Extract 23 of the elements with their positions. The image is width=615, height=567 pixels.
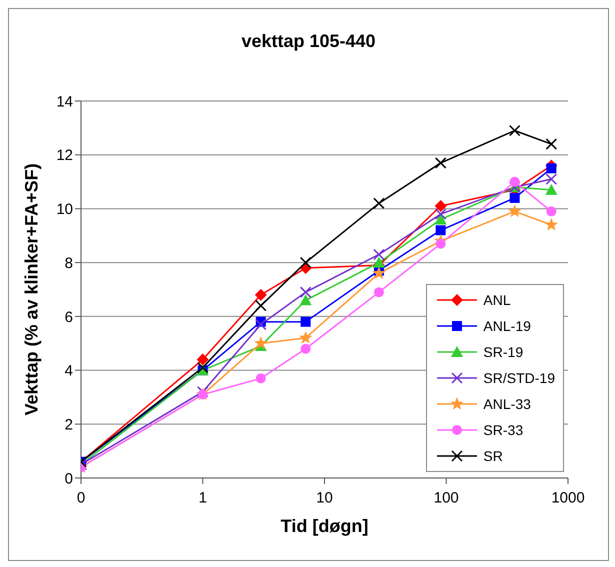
chart-title: vekttap 105-440 — [240, 31, 377, 52]
y-axis-title: Vekttap (% av klinker+FA+SF) — [21, 163, 42, 416]
y-tick-label: 14 — [56, 93, 73, 110]
y-tick-label: 2 — [64, 416, 73, 434]
x-axis-title: Tid [døgn] — [280, 516, 368, 536]
x-tick-label: 100 — [434, 490, 459, 507]
x-tick-label: 10 — [316, 490, 333, 507]
y-tick-label: 12 — [56, 147, 73, 164]
y-tick-label: 0 — [64, 470, 73, 488]
x-tick-label: 1 — [198, 490, 207, 507]
legend-label: SR — [483, 448, 503, 464]
x-tick-label: 1000 — [551, 490, 585, 507]
x-tick-label: 0 — [76, 490, 86, 507]
y-tick-label: 8 — [64, 254, 73, 272]
legend-label: SR-33 — [483, 422, 524, 438]
y-tick-label: 4 — [64, 362, 73, 380]
y-tick-label: 10 — [56, 201, 73, 218]
legend-label: SR/STD-19 — [483, 370, 555, 386]
legend-label: ANL-33 — [483, 396, 531, 412]
legend-label: SR-19 — [483, 344, 524, 360]
legend-label: ANL-19 — [483, 318, 531, 334]
y-tick-label: 6 — [64, 308, 73, 326]
legend-label: ANL — [483, 292, 511, 308]
